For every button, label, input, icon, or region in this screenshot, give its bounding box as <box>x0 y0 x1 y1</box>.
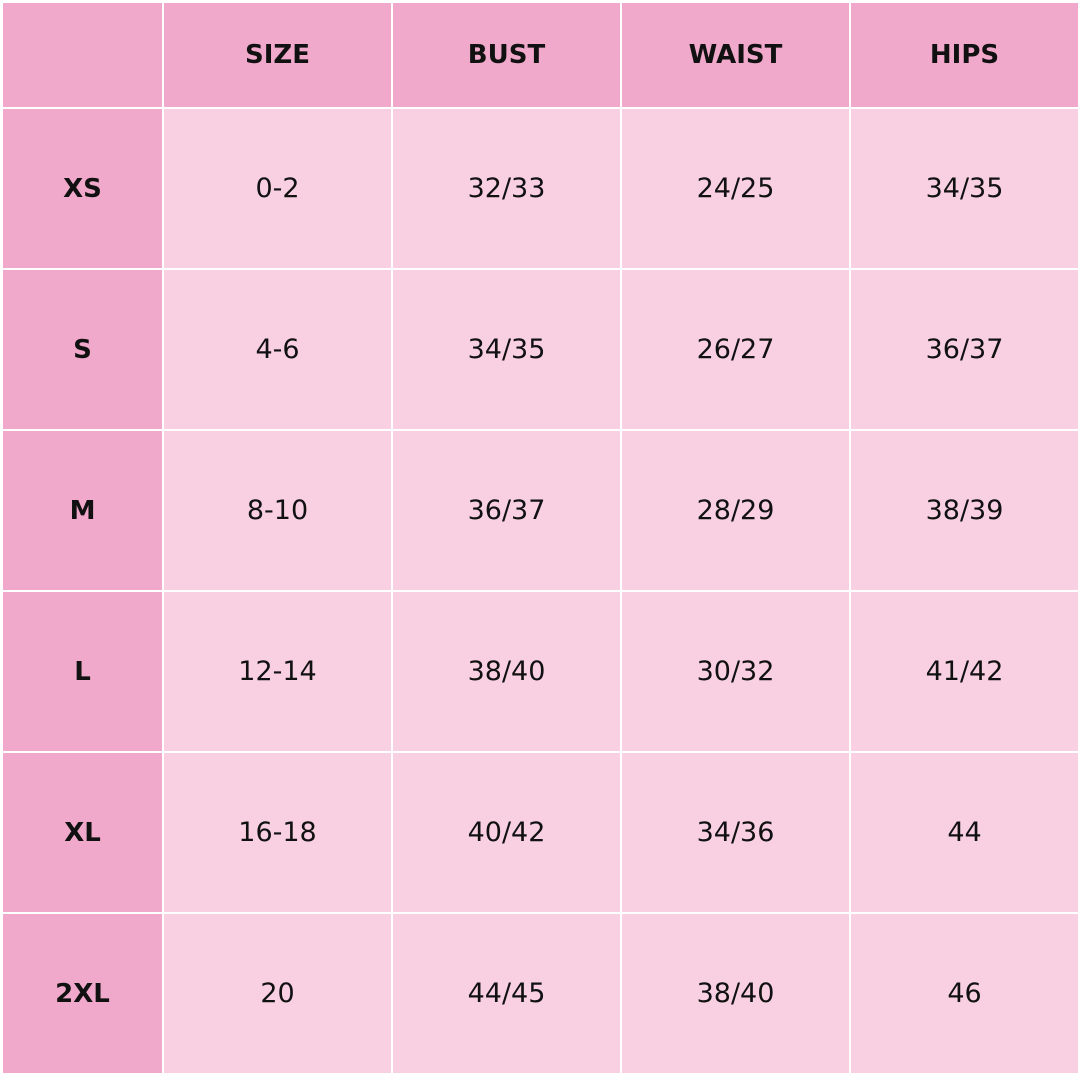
table-cell: 34/35 <box>851 109 1078 268</box>
column-header: HIPS <box>851 3 1078 107</box>
row-header: 2XL <box>3 914 162 1073</box>
table-cell: 36/37 <box>851 270 1078 429</box>
table-cell: 0-2 <box>164 109 391 268</box>
table-cell: 46 <box>851 914 1078 1073</box>
row-header: L <box>3 592 162 751</box>
column-header: WAIST <box>622 3 849 107</box>
table-cell: 20 <box>164 914 391 1073</box>
table-cell: 38/39 <box>851 431 1078 590</box>
table-cell: 8-10 <box>164 431 391 590</box>
table-cell: 41/42 <box>851 592 1078 751</box>
table-cell: 38/40 <box>393 592 620 751</box>
table-cell: 38/40 <box>622 914 849 1073</box>
table-cell: 32/33 <box>393 109 620 268</box>
table-cell: 34/36 <box>622 753 849 912</box>
table-cell: 44/45 <box>393 914 620 1073</box>
table-cell: 12-14 <box>164 592 391 751</box>
column-header <box>3 3 162 107</box>
table-cell: 26/27 <box>622 270 849 429</box>
table-cell: 28/29 <box>622 431 849 590</box>
table-cell: 44 <box>851 753 1078 912</box>
table-cell: 34/35 <box>393 270 620 429</box>
table-cell: 40/42 <box>393 753 620 912</box>
table-cell: 4-6 <box>164 270 391 429</box>
table-cell: 16-18 <box>164 753 391 912</box>
row-header: XL <box>3 753 162 912</box>
column-header: SIZE <box>164 3 391 107</box>
table-cell: 24/25 <box>622 109 849 268</box>
table-cell: 36/37 <box>393 431 620 590</box>
column-header: BUST <box>393 3 620 107</box>
row-header: S <box>3 270 162 429</box>
table-cell: 30/32 <box>622 592 849 751</box>
row-header: XS <box>3 109 162 268</box>
row-header: M <box>3 431 162 590</box>
